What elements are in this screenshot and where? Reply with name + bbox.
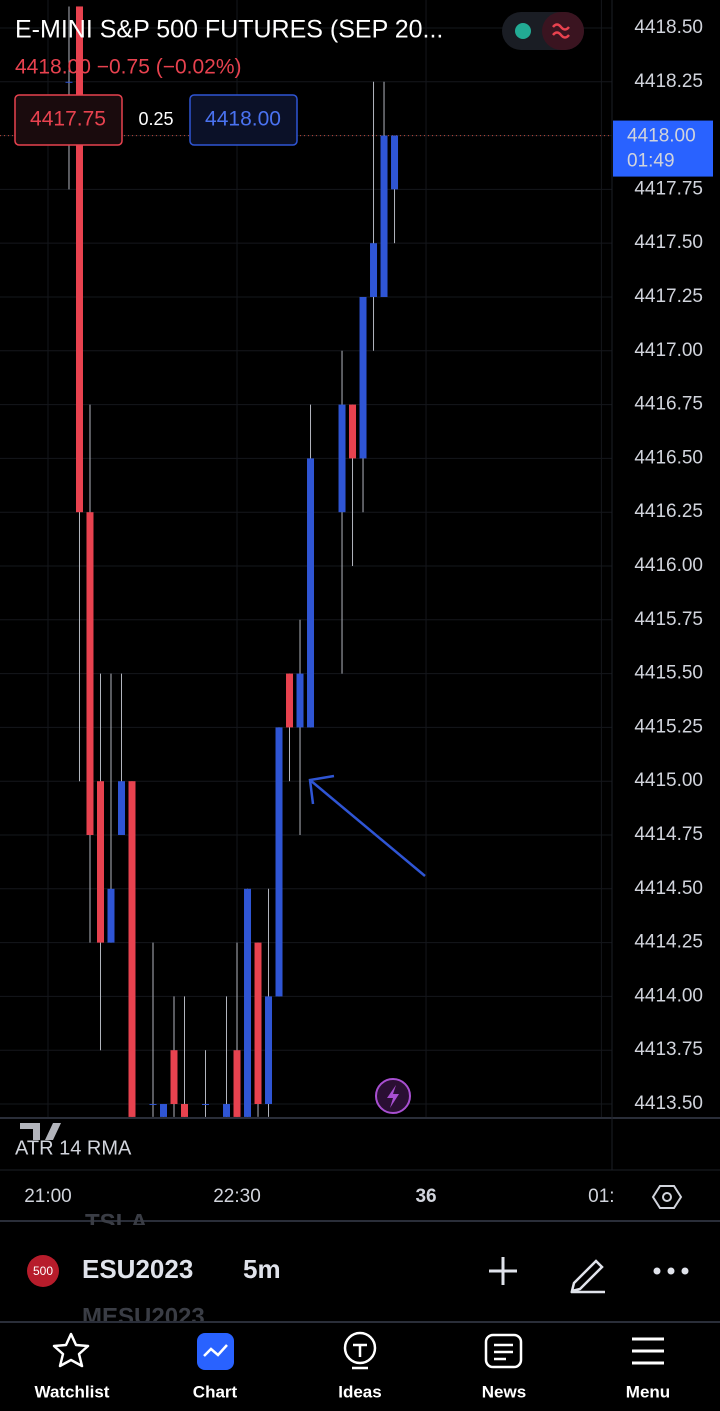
candle-body: [149, 1104, 157, 1106]
nav-label[interactable]: Chart: [193, 1382, 238, 1401]
candle-body: [86, 512, 94, 836]
nav-label[interactable]: Menu: [626, 1382, 670, 1401]
logo: [20, 1123, 61, 1140]
watchlist-icon[interactable]: [52, 1332, 90, 1368]
nav-bar: [0, 1322, 720, 1411]
y-tick-label: 4414.25: [634, 932, 703, 953]
y-tick-label: 4415.50: [634, 663, 703, 684]
more-icon[interactable]: [653, 1267, 689, 1275]
y-tick-label: 4416.00: [634, 555, 703, 576]
y-tick-label: 4415.00: [634, 770, 703, 791]
y-tick-label: 4415.75: [634, 609, 703, 630]
symbol[interactable]: ESU2023: [82, 1254, 193, 1284]
nav-label[interactable]: News: [482, 1382, 526, 1401]
candle-body: [128, 781, 136, 1117]
spread: 0.25: [138, 109, 173, 129]
candle-body: [244, 888, 252, 1117]
news-icon-lines: [494, 1343, 513, 1361]
nav-label[interactable]: Ideas: [338, 1382, 381, 1401]
arrow-annotation: [309, 779, 426, 877]
candle-body: [338, 404, 346, 513]
candle-body: [202, 1104, 210, 1106]
market-open-dot: [515, 23, 531, 39]
y-tick-label: 4415.25: [634, 716, 703, 737]
y-tick-label: 4413.50: [634, 1093, 703, 1114]
candle-body: [160, 1104, 168, 1117]
y-tick-label: 4418.50: [634, 17, 703, 38]
x-tick-label: 36: [415, 1186, 436, 1207]
arrow-head: [308, 774, 335, 805]
candle-body: [96, 781, 104, 943]
add-icon[interactable]: [489, 1257, 517, 1285]
y-tick-label: 4417.25: [634, 286, 703, 307]
candle-body: [233, 1050, 241, 1117]
chart-icon-line: [203, 1344, 228, 1357]
candle-body: [75, 6, 83, 513]
ideas-icon-detail: [352, 1343, 368, 1370]
ideas-icon[interactable]: [343, 1331, 377, 1365]
y-tick-label: 4413.75: [634, 1039, 703, 1060]
candle-body: [286, 673, 294, 728]
candle-body: [380, 135, 388, 297]
countdown: 01:49: [627, 151, 675, 172]
candle-body: [170, 1050, 178, 1105]
candle-body: [296, 673, 304, 728]
menu-icon[interactable]: [632, 1337, 664, 1365]
symbol-badge: [27, 1255, 59, 1287]
symbol-badge-text: 500: [33, 1264, 53, 1278]
candle-body: [265, 996, 273, 1105]
candle-body: [307, 458, 315, 728]
draw-icon[interactable]: [570, 1259, 605, 1294]
delay-badge: [542, 12, 584, 50]
x-tick-label: 22:30: [213, 1186, 261, 1207]
last-price-label: 4418.00: [627, 126, 696, 147]
y-tick-label: 4416.25: [634, 501, 703, 522]
ask-box[interactable]: [189, 94, 298, 146]
y-tick-label: 4417.75: [634, 178, 703, 199]
y-tick-label: 4414.50: [634, 878, 703, 899]
axes: 4418.50 4418.25 4418.00 4417.75 4417.50 4417.…: [24, 17, 713, 1207]
y-tick-label: 4414.75: [634, 824, 703, 845]
candle-body: [65, 81, 73, 83]
candle-body: [254, 942, 262, 1105]
candles: [65, 6, 399, 1117]
bid-price[interactable]: 4417.75: [30, 108, 106, 131]
y-tick-label: 4416.50: [634, 447, 703, 468]
x-tick-label: 21:00: [24, 1186, 72, 1207]
ask-price[interactable]: 4418.00: [205, 108, 281, 131]
delay-icon: [552, 23, 570, 39]
nav-label[interactable]: Watchlist: [35, 1382, 110, 1401]
quote: 4418.00 −0.75 (−0.02%): [15, 56, 242, 79]
y-tick-label: 4417.50: [634, 232, 703, 253]
interval[interactable]: 5m: [243, 1254, 281, 1284]
candle-body: [391, 135, 399, 190]
candle-body: [223, 1104, 231, 1117]
news-icon[interactable]: [484, 1333, 523, 1369]
y-tick-label: 4416.75: [634, 394, 703, 415]
y-tick-label: 4418.25: [634, 71, 703, 92]
candle-body: [349, 404, 357, 459]
indicator-label[interactable]: ATR 14 RMA: [15, 1137, 132, 1159]
toolbar-bg: [0, 1225, 720, 1321]
candle-body: [359, 296, 367, 459]
bid-box[interactable]: [14, 94, 123, 146]
nav-labels: Watchlist Chart Ideas News Menu: [35, 1382, 671, 1401]
y-tick-label: 4417.00: [634, 340, 703, 361]
settings-icon-center: [662, 1192, 672, 1202]
lightning-icon: [387, 1085, 399, 1108]
last-price-tag: [613, 120, 713, 177]
symbol-title: E-MINI S&P 500 FUTURES (SEP 20...: [15, 16, 443, 44]
candle-body: [117, 781, 125, 836]
candle-body: [107, 888, 115, 943]
candle-body: [275, 727, 283, 997]
candle-body: [370, 243, 378, 297]
x-tick-label: 01:: [588, 1186, 614, 1207]
settings-icon[interactable]: [651, 1185, 683, 1209]
candle-body: [181, 1104, 189, 1117]
y-tick-label: 4414.00: [634, 985, 703, 1006]
